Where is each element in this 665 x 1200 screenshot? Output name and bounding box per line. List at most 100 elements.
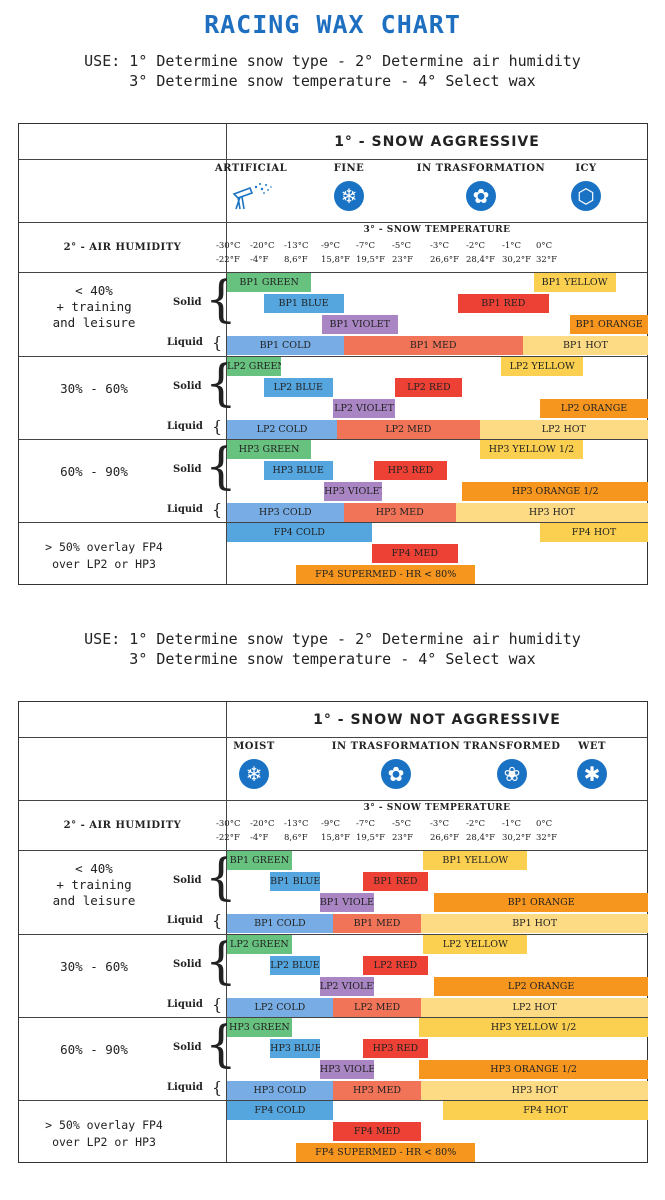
solid-label: Solid (173, 297, 202, 308)
wax-bar: LP2 BLUE (263, 378, 333, 397)
temp-celsius: 0°C (536, 241, 553, 251)
panel-row-divider (19, 522, 647, 523)
wax-bar: BP1 ORANGE (570, 315, 648, 334)
wax-bar: BP1 VIOLET (319, 893, 374, 912)
snow-type-label: ARTIFICIAL (214, 163, 288, 174)
temp-celsius: -5°C (392, 241, 412, 251)
liquid-brace: { (212, 417, 223, 436)
wax-bar-liquid: LP2 HOT (479, 420, 648, 439)
wax-bar: HP3 VIOLET (324, 482, 383, 501)
liquid-label: Liquid (167, 421, 203, 432)
humidity-line: + training (56, 877, 132, 892)
wax-bar-liquid: BP1 MED (343, 336, 523, 355)
temp-celsius: -2°C (466, 819, 486, 829)
temp-fahrenheit: 30,2°F (502, 833, 532, 843)
wax-bar: LP2 BLUE (270, 956, 320, 975)
fp4-bar: FP4 COLD (227, 1101, 333, 1120)
overlay-line: > 50% overlay FP4 (45, 540, 163, 554)
solid-label: Solid (173, 381, 202, 392)
temp-celsius: -9°C (321, 241, 341, 251)
humidity-line: 60% - 90% (60, 464, 128, 479)
temp-fahrenheit: 32°F (536, 255, 557, 265)
panel-divider-vertical (226, 702, 227, 1162)
wax-bar: BP1 VIOLET (321, 315, 398, 334)
use-line-1-repeat: USE: 1° Determine snow type - 2° Determi… (84, 630, 581, 648)
wax-bar: BP1 GREEN (227, 273, 312, 292)
temp-fahrenheit: 8,6°F (284, 255, 308, 265)
wax-bar-liquid: HP3 COLD (227, 503, 344, 522)
wax-bar: HP3 YELLOW 1/2 (419, 1018, 648, 1037)
snow-type-label: ICY (575, 163, 597, 174)
temp-celsius: -2°C (466, 241, 486, 251)
solid-label: Solid (173, 959, 202, 970)
temp-celsius: -20°C (250, 241, 275, 251)
wax-bar: LP2 VIOLET (319, 977, 374, 996)
snowflake-icon: ❄ (334, 181, 364, 211)
rosette-icon: ❀ (497, 759, 527, 789)
wax-bar: BP1 GREEN (227, 851, 292, 870)
temp-celsius: -13°C (284, 819, 309, 829)
panel-row-divider (19, 1017, 647, 1018)
temp-fahrenheit: 26,6°F (430, 833, 460, 843)
panel-row-divider (19, 737, 647, 738)
liquid-brace: { (212, 500, 223, 519)
wax-bar: LP2 GREEN (227, 357, 281, 376)
wax-bar: HP3 RED (363, 1039, 428, 1058)
snow-type-label: FINE (333, 163, 365, 174)
wax-bar: LP2 RED (395, 378, 463, 397)
temp-celsius: 0°C (536, 819, 553, 829)
temp-fahrenheit: 26,6°F (430, 255, 460, 265)
temperature-divider (226, 800, 647, 801)
panel-aggressive: 1° - SNOW AGGRESSIVE ARTIFICIAL FINE ❄ IN TR… (18, 123, 648, 585)
humidity-line: + training (56, 299, 132, 314)
humidity-range: 60% - 90% (19, 464, 169, 480)
temp-fahrenheit: -22°F (216, 255, 240, 265)
snow-type-label: WET (578, 741, 606, 752)
temp-fahrenheit: -4°F (250, 833, 269, 843)
wax-bar-liquid: LP2 MED (332, 998, 422, 1017)
liquid-brace: { (212, 333, 223, 352)
snow-gun-icon (226, 180, 276, 210)
wax-bar-liquid: HP3 HOT (421, 1081, 648, 1100)
fp4-bar: FP4 SUPERMED - HR < 80% (296, 565, 476, 584)
snow-type-label: TRANSFORMED (463, 741, 561, 752)
panel-divider-vertical (226, 124, 227, 584)
snow-temperature-heading: 3° - SNOW TEMPERATURE (363, 225, 511, 235)
wax-bar-liquid: BP1 COLD (227, 914, 333, 933)
fp4-bar: FP4 MED (332, 1122, 422, 1141)
overlay-line: over LP2 or HP3 (52, 1135, 156, 1149)
snow-type-label: IN TRASFORMATION (331, 741, 461, 752)
temperature-divider (226, 222, 647, 223)
wax-bar-liquid: BP1 MED (332, 914, 422, 933)
panel-row-divider (19, 1100, 647, 1101)
fp4-bar: FP4 MED (371, 544, 458, 563)
temp-celsius: -30°C (216, 819, 241, 829)
snow-type-title: 1° - SNOW NOT AGGRESSIVE (313, 712, 561, 728)
wax-bar-liquid: BP1 HOT (522, 336, 648, 355)
chart-title: RACING WAX CHART (204, 10, 461, 39)
temp-celsius: -3°C (430, 819, 450, 829)
temp-celsius: -13°C (284, 241, 309, 251)
temp-fahrenheit: 23°F (392, 255, 413, 265)
temp-celsius: -20°C (250, 819, 275, 829)
wax-bar: LP2 ORANGE (434, 977, 648, 996)
liquid-label: Liquid (167, 337, 203, 348)
panel-row-divider (19, 159, 647, 160)
overlay-note: > 50% overlay FP4 over LP2 or HP3 (19, 1117, 189, 1151)
wax-bar: HP3 VIOLET (319, 1060, 374, 1079)
humidity-range: 30% - 60% (19, 959, 169, 975)
snow-type-label: IN TRASFORMATION (416, 163, 546, 174)
water-drop-icon: ✱ (577, 759, 607, 789)
temp-fahrenheit: 28,4°F (466, 833, 496, 843)
wax-bar: BP1 BLUE (270, 872, 320, 891)
wax-bar: HP3 GREEN (227, 440, 312, 459)
humidity-line: and leisure (52, 893, 136, 908)
temp-fahrenheit: 28,4°F (466, 255, 496, 265)
overlay-note: > 50% overlay FP4 over LP2 or HP3 (19, 539, 189, 573)
wax-bar-liquid: HP3 HOT (455, 503, 648, 522)
wax-bar: HP3 BLUE (263, 461, 333, 480)
wax-bar-liquid: BP1 COLD (227, 336, 344, 355)
use-line-2: 3° Determine snow temperature - 4° Selec… (129, 72, 536, 90)
panel-not-aggressive: 1° - SNOW NOT AGGRESSIVE MOIST ❄ IN TRASFOR… (18, 701, 648, 1163)
temp-celsius: -5°C (392, 819, 412, 829)
